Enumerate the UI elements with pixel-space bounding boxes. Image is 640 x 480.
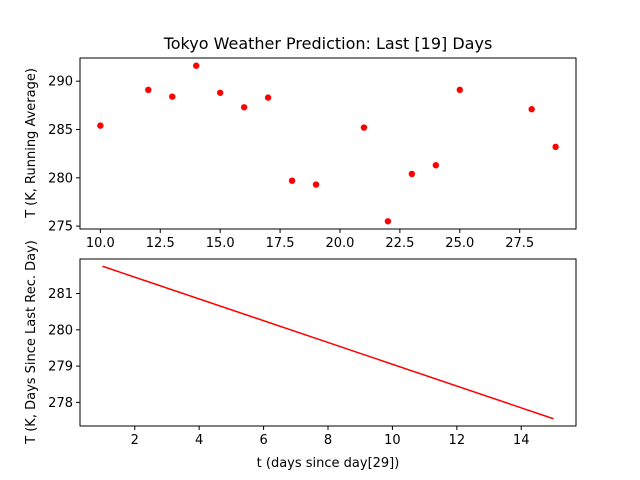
x-tick-label: 14 <box>513 433 530 448</box>
x-tick-label: 22.5 <box>385 236 414 251</box>
data-point <box>145 86 152 94</box>
x-tick-label: 2 <box>131 433 139 448</box>
y-tick-label: 280 <box>48 323 73 338</box>
y-tick-label: 275 <box>48 220 73 235</box>
x-tick-label: 17.5 <box>266 236 295 251</box>
data-point <box>408 170 416 178</box>
x-tick-label: 15.0 <box>206 236 235 251</box>
x-tick-label: 4 <box>195 433 203 448</box>
data-point <box>216 89 224 96</box>
data-point <box>288 177 296 184</box>
scatter-plot: 10.0 12.5 15.0 17.5 20.0 22.5 25.0 27.5 275 280 28… <box>48 57 577 251</box>
y-tick-label: 278 <box>48 396 73 411</box>
x-tick-label: 27.5 <box>505 236 534 251</box>
data-point <box>97 122 104 129</box>
x-tick-label: 10 <box>384 433 401 448</box>
x-tick-label: 25.0 <box>445 236 474 251</box>
data-point <box>360 124 368 131</box>
data-point <box>552 143 559 151</box>
data-point <box>240 104 248 111</box>
data-point <box>312 181 320 188</box>
data-point <box>432 162 440 169</box>
y-tick-label: 290 <box>48 75 73 90</box>
axes-frame <box>79 57 577 230</box>
y-tick-label: 285 <box>48 123 73 138</box>
y-tick-label: 279 <box>48 360 73 375</box>
top-y-axis-label: T (K, Running Average) <box>24 68 39 219</box>
data-point <box>169 93 176 100</box>
x-tick-label: 12.5 <box>146 236 175 251</box>
x-tick-label: 12 <box>449 433 466 448</box>
y-tick-label: 281 <box>48 287 73 302</box>
data-point <box>384 218 392 225</box>
chart-title: Tokyo Weather Prediction: Last [19] Days <box>163 34 493 53</box>
bottom-y-axis-label: T (K, Days Since Last Rec. Day) <box>24 240 39 445</box>
x-tick-label: 20.0 <box>326 236 355 251</box>
x-tick-label: 8 <box>324 433 332 448</box>
data-point <box>264 94 272 101</box>
x-tick-label: 10.0 <box>86 236 115 251</box>
bottom-x-axis-label: t (days since day[29]) <box>257 456 400 471</box>
series-line <box>102 265 554 420</box>
line-plot: 2 4 6 8 10 12 14 278 279 280 281 <box>48 258 577 448</box>
data-point <box>193 62 200 69</box>
data-point <box>528 106 535 113</box>
y-tick-label: 280 <box>48 171 73 186</box>
data-point <box>456 86 463 94</box>
x-tick-label: 6 <box>259 433 267 448</box>
